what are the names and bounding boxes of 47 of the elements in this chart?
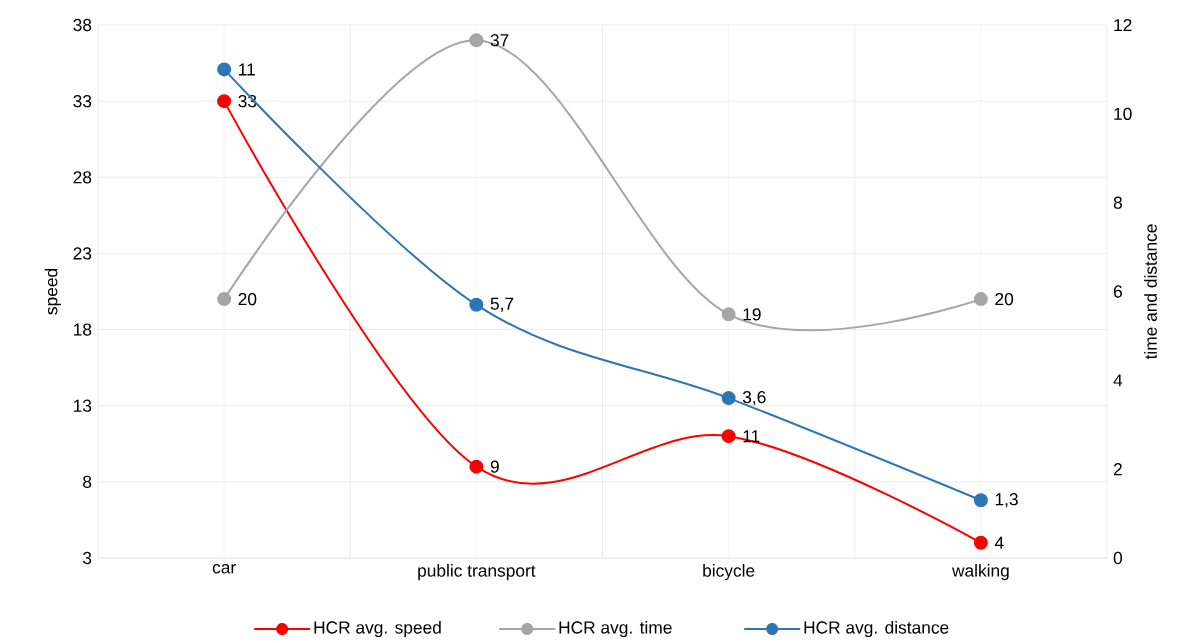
data-label: 20: [238, 292, 257, 306]
point: [721, 429, 736, 444]
y2-tick-label: 6: [1113, 285, 1122, 298]
y2-tick-label: 10: [1114, 107, 1132, 120]
legend-label: HCR avg. speed: [314, 620, 441, 638]
y-axis-title: speed: [44, 269, 61, 315]
data-label: 11: [743, 430, 760, 443]
legend-label: HCR avg. time: [559, 620, 672, 638]
y2-tick-label: 2: [1113, 463, 1122, 476]
y2-axis-title: time and distance: [1144, 224, 1157, 360]
point: [721, 307, 736, 322]
x-tick-label: bicycle: [703, 564, 755, 581]
data-label: 19: [743, 308, 761, 321]
point: [721, 391, 736, 406]
data-label: 3,6: [742, 390, 766, 406]
y2-tick-label: 0: [1113, 551, 1123, 565]
x-tick-label: public transport: [418, 564, 536, 581]
point: [217, 62, 232, 77]
y-tick-label: 23: [73, 247, 92, 260]
point: [973, 493, 988, 508]
legend-label: HCR avg. distance: [804, 620, 949, 638]
data-label: 1,3: [995, 493, 1018, 508]
data-label: 37: [490, 34, 509, 47]
y2-tick-label: 8: [1113, 196, 1122, 209]
y-tick-label: 33: [73, 95, 92, 108]
data-label: 20: [995, 292, 1014, 306]
y2-tick-label: 4: [1113, 374, 1123, 387]
data-label: 11: [239, 63, 255, 76]
point: [217, 292, 232, 307]
point: [973, 535, 988, 550]
y-tick-label: 28: [73, 171, 92, 184]
y-tick-label: 13: [74, 399, 92, 412]
data-label: 5,7: [490, 297, 514, 312]
point: [217, 94, 232, 109]
point: [469, 459, 484, 474]
y2-tick-label: 12: [1114, 18, 1132, 32]
y-tick-label: 8: [83, 475, 92, 488]
y-tick-label: 38: [73, 18, 92, 32]
point: [469, 33, 484, 48]
y-tick-label: 3: [82, 551, 92, 565]
x-tick-label: car: [212, 564, 236, 574]
data-label: 9: [490, 460, 499, 473]
x-tick-label: walking: [951, 564, 1009, 581]
y-tick-label: 18: [74, 323, 92, 336]
data-label: 4: [994, 536, 1004, 549]
point: [469, 297, 484, 312]
point: [973, 292, 988, 307]
